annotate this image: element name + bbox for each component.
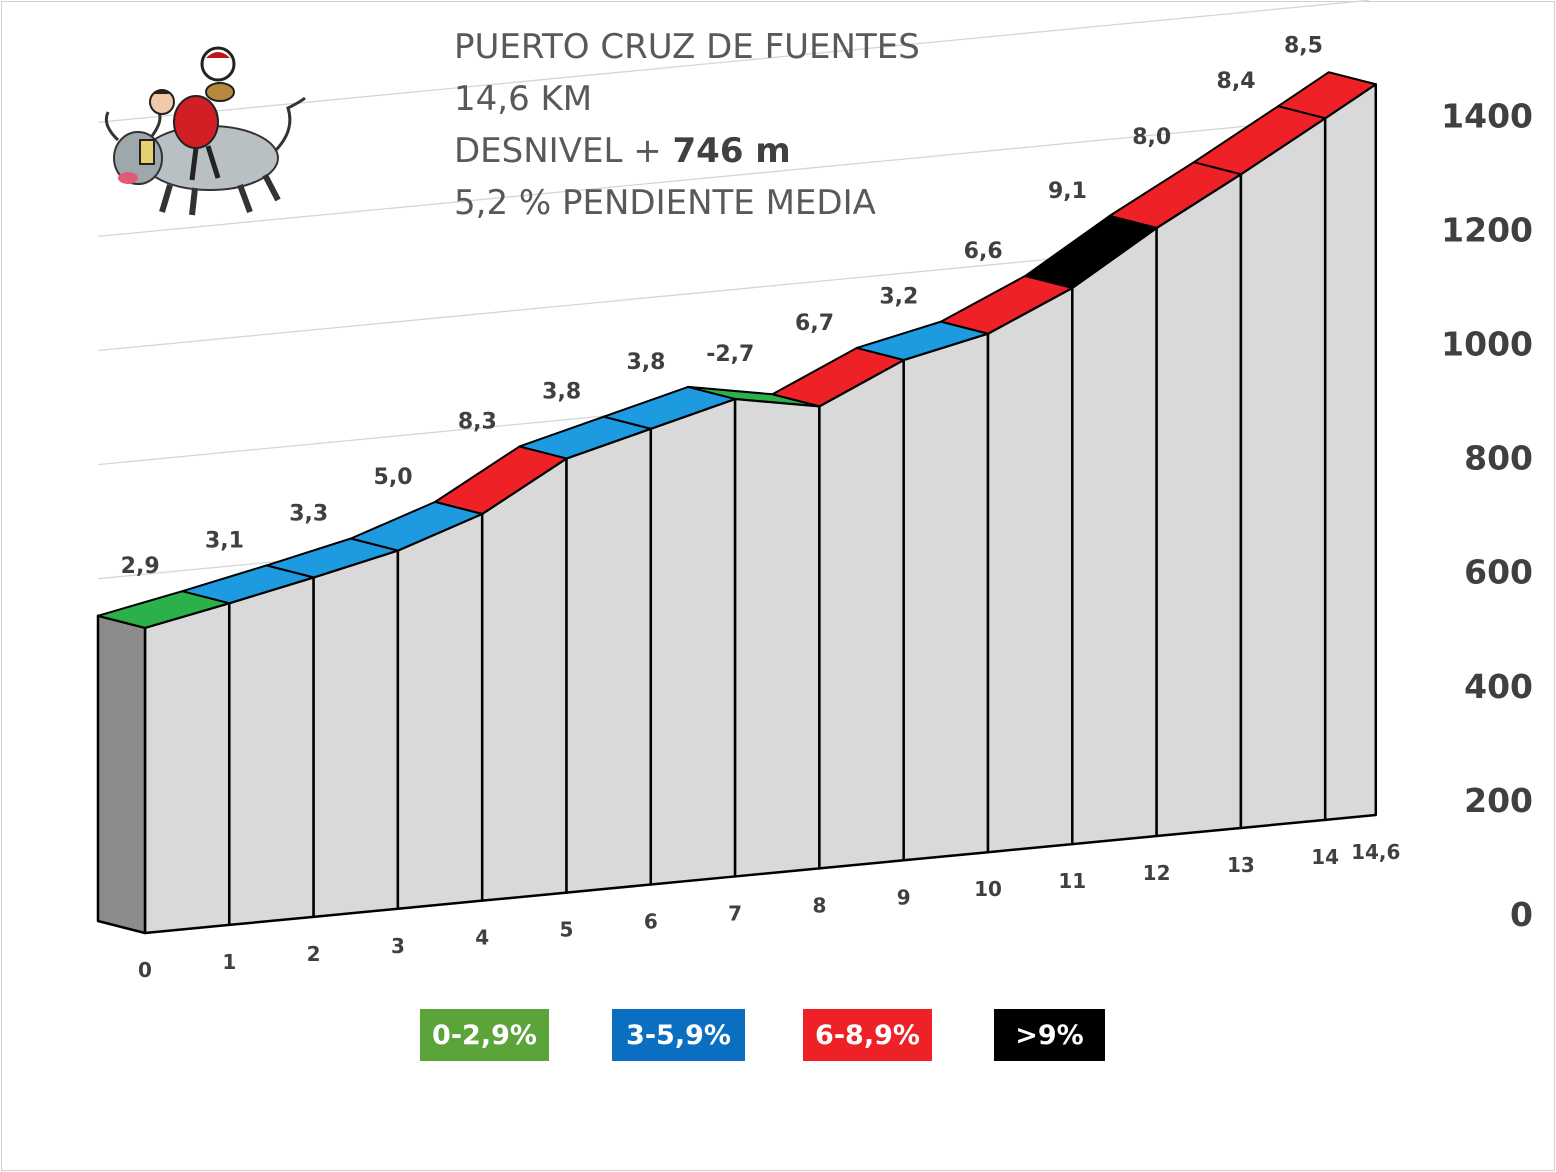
x-tick-label: 11 [1058,869,1086,893]
x-tick-label: 4 [475,926,489,950]
x-tick-label: 3 [391,934,405,958]
y-tick-label: 0 [1510,895,1533,934]
gradient-label: 8,5 [1284,34,1323,59]
gradient-label: 3,8 [542,380,581,405]
gradient-label: 3,1 [205,528,244,553]
gradient-label: 5,0 [374,465,413,490]
gradient-label: 3,8 [626,350,665,375]
x-tick-label: 6 [644,910,658,934]
profile-wall-segment [986,286,1074,854]
profile-wall-segment [396,512,484,911]
x-tick-label: 10 [974,877,1002,901]
gradient-label: 6,7 [795,311,834,336]
profile-start-wall [96,614,147,935]
profile-wall-segment [1323,82,1378,822]
x-tick-label: 5 [560,918,574,942]
gradient-label: 6,6 [964,239,1003,264]
title-average-gradient: 5,2 % PENDIENTE MEDIA [454,183,876,223]
profile-wall-segment [1071,226,1158,846]
x-tick-label: 12 [1143,861,1171,885]
x-tick-label: 2 [307,942,321,966]
gradient-label: -2,7 [706,342,754,367]
legend-item-blue: 3-5,9% [612,1009,745,1061]
profile-top-ribbons [97,71,1377,629]
gridline [97,0,1369,123]
gradient-label: 3,3 [289,502,328,527]
gradient-label: 2,9 [121,554,160,579]
profile-wall-segment [902,332,990,862]
profile-walls [143,82,1378,935]
bull-rider-cartoon-icon [104,46,306,216]
gradient-label: 8,3 [458,409,497,434]
profile-wall-segment [1239,116,1327,830]
x-tick-label: 7 [728,901,742,925]
gradient-label: 8,0 [1132,125,1171,150]
x-tick-label: 14,6 [1351,840,1400,864]
segment-ribbon [1277,71,1377,120]
title-distance: 14,6 KM [454,79,593,119]
profile-wall-segment [228,576,315,927]
y-tick-label: 1200 [1441,210,1533,249]
y-tick-label: 800 [1464,439,1533,478]
profile-wall-segment [733,397,821,878]
legend-item-red: 6-8,9% [803,1009,932,1061]
x-tick-label: 13 [1227,853,1255,877]
x-axis-labels: 0 1 2 3 4 5 6 7 8 9 10 11 12 13 14 14,6 [138,840,1400,982]
profile-wall-segment [1155,172,1243,838]
y-tick-label: 600 [1464,553,1533,592]
y-tick-label: 1400 [1441,96,1533,135]
profile-wall-segment [649,397,737,886]
x-tick-label: 9 [897,885,911,909]
y-tick-label: 200 [1464,781,1533,820]
profile-wall-segment [565,427,653,894]
x-tick-label: 8 [812,893,826,917]
x-tick-label: 14 [1311,845,1339,869]
profile-wall-segment [143,601,231,935]
y-tick-label: 1000 [1441,325,1533,364]
gradient-label: 3,2 [879,285,918,310]
gradient-label: 8,4 [1217,69,1256,94]
title-climb-name: PUERTO CRUZ DE FUENTES [454,27,920,67]
gradient-label: 9,1 [1048,179,1087,204]
title-elevation-gain-prefix: DESNIVEL + [454,131,673,171]
x-tick-label: 1 [222,950,236,974]
legend-item-green: 0-2,9% [420,1009,549,1061]
profile-wall-segment [480,457,568,902]
title-elevation-gain: DESNIVEL + 746 m [454,131,791,171]
x-tick-label: 0 [138,958,152,982]
gridline [97,113,1369,238]
profile-wall-segment [818,358,905,870]
title-elevation-gain-value: 746 m [672,131,791,171]
y-tick-label: 400 [1464,667,1533,706]
gradient-labels: 2,9 3,1 3,3 5,0 8,3 3,8 3,8 -2,7 6,7 3,2 6,6 9,1 8,0… [121,34,1323,580]
profile-wall-segment [312,549,400,919]
y-axis-labels: 0 200 400 600 800 1000 1200 1400 [1441,96,1533,934]
legend-item-black: >9% [994,1009,1105,1061]
